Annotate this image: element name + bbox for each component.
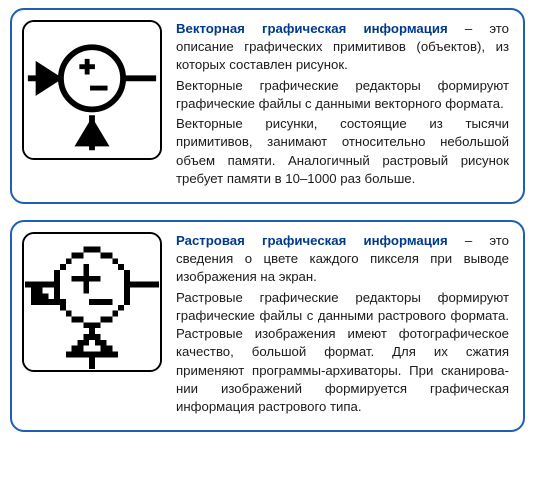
card-vector-title: Векторная графическая информация	[176, 21, 448, 36]
card-vector-p2: Векторные графические редакторы форми­ру…	[176, 77, 509, 113]
card-vector-p1: Векторная графическая информация – это о…	[176, 20, 509, 75]
card-vector-p3: Векторные рисунки, состоящие из тысячи п…	[176, 115, 509, 188]
card-vector-icon-wrap	[12, 10, 170, 170]
card-raster-text: Растровая графическая информация – это с…	[170, 222, 523, 430]
card-raster-title: Растровая графическая информация	[176, 233, 448, 248]
card-vector: Векторная графическая информация – это о…	[10, 8, 525, 204]
vector-graphic-icon	[22, 20, 162, 160]
raster-graphic-icon	[22, 232, 162, 372]
card-raster-p2: Растровые графические редакторы форми­ру…	[176, 289, 509, 417]
card-raster-p1: Растровая графическая информация – это с…	[176, 232, 509, 287]
card-vector-text: Векторная графическая информация – это о…	[170, 10, 523, 202]
card-raster: Растровая графическая информация – это с…	[10, 220, 525, 432]
card-raster-icon-wrap	[12, 222, 170, 382]
